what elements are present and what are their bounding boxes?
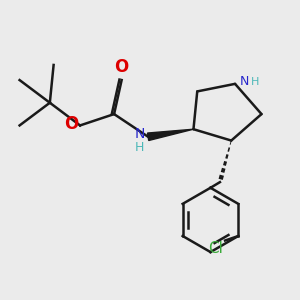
Text: N: N — [240, 76, 249, 88]
Text: O: O — [115, 58, 129, 76]
Text: H: H — [135, 141, 145, 154]
Polygon shape — [148, 129, 194, 140]
Text: Cl: Cl — [208, 241, 223, 256]
Text: O: O — [64, 115, 78, 133]
Text: H: H — [251, 77, 259, 87]
Text: N: N — [135, 127, 145, 141]
